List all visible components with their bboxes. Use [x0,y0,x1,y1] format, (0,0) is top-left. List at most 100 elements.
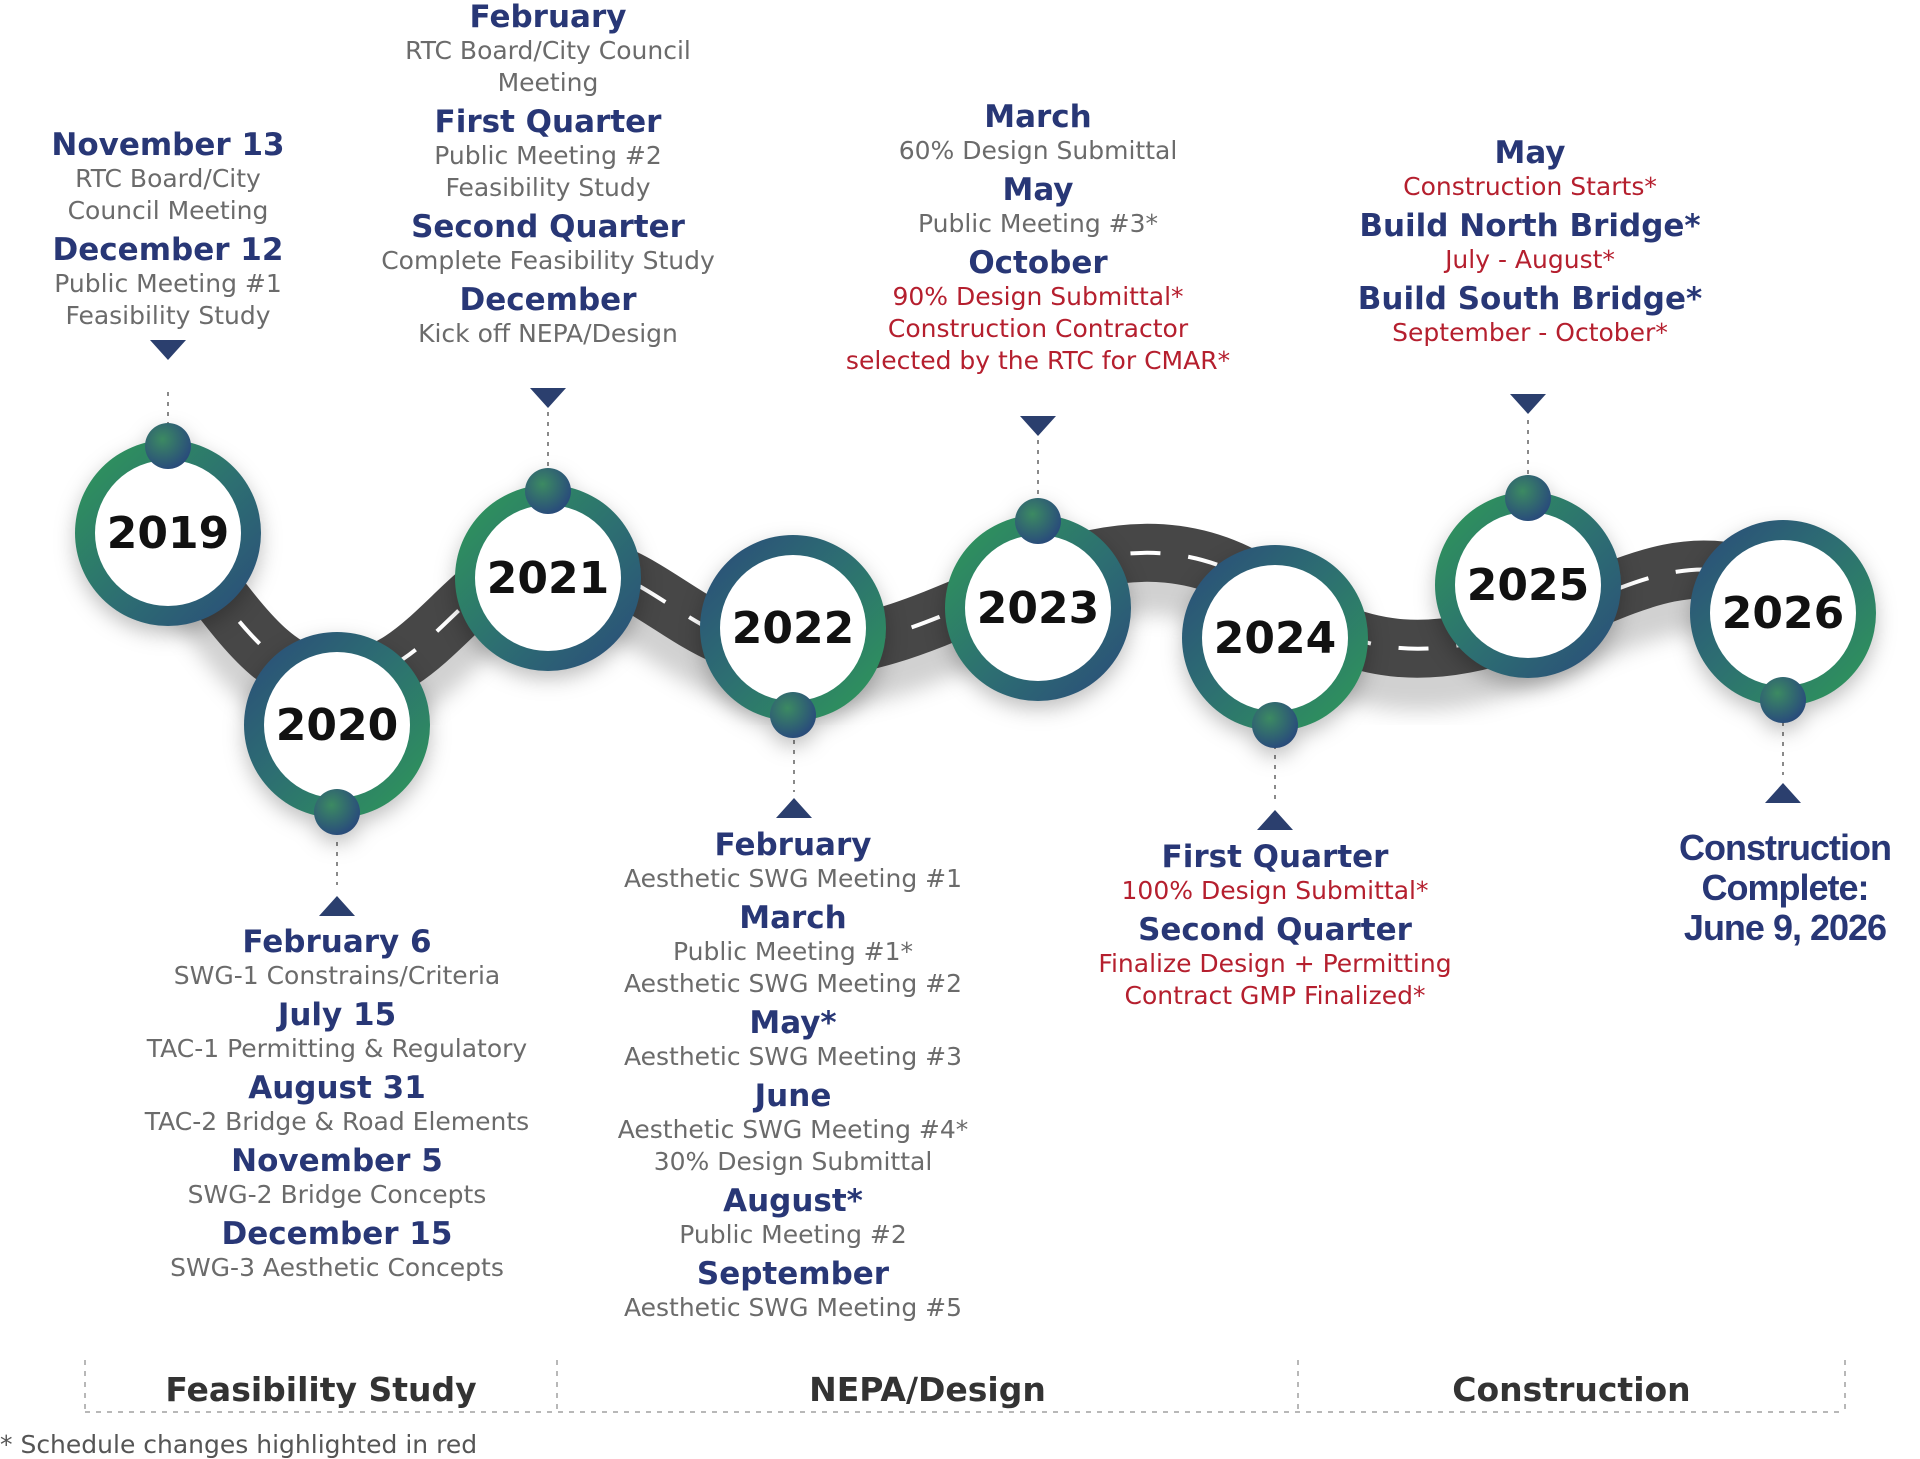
milestone-heading: Build North Bridge* [1359,208,1701,244]
milestone-entry: July 15 TAC-1 Permitting & Regulatory [112,998,562,1065]
milestone-heading: September [696,1256,890,1292]
milestones-2023: March 60% Design Submittal May Public Meeti… [818,100,1258,377]
pointer-triangles [150,340,1801,916]
ring-node [770,692,816,738]
milestone-heading: December [459,282,637,318]
milestone-detail: RTC Board/City [75,164,261,193]
milestone-entry: August* Public Meeting #2 [583,1184,1003,1251]
milestone-detail: Contract GMP Finalized* [1124,981,1426,1010]
milestones-2025: May Construction Starts* Build North Bridg… [1310,136,1750,349]
milestone-detail: July - August* [1445,245,1615,274]
ring-node [1760,677,1806,723]
milestone-heading: October [968,245,1108,281]
year-marker-2026: 2026 [1690,520,1876,723]
year-marker-2019: 2019 [75,423,261,626]
milestone-detail: Aesthetic SWG Meeting #1 [623,864,963,893]
milestone-detail: 60% Design Submittal [898,136,1178,165]
milestone-entry: December Kick off NEPA/Design [338,283,758,350]
milestone-detail: Aesthetic SWG Meeting #4* [617,1115,969,1144]
milestone-detail: Public Meeting #1* [672,937,914,966]
milestone-heading: February 6 [242,924,432,960]
milestone-detail: Aesthetic SWG Meeting #5 [623,1293,963,1322]
milestone-entry: December 15 SWG-3 Aesthetic Concepts [112,1217,562,1284]
milestone-heading: March [984,99,1092,135]
milestone-heading: Second Quarter [411,209,685,245]
milestone-entry: May Construction Starts* [1310,136,1750,203]
ring-node [1252,702,1298,748]
milestone-heading: July 15 [277,997,397,1033]
pointer-2025 [1510,394,1546,414]
milestone-detail: Public Meeting #2 [679,1220,907,1249]
milestone-entry: October 90% Design Submittal* Construction… [818,246,1258,377]
milestone-heading: November 5 [231,1143,443,1179]
milestones-2026: Construction Complete: June 9, 2026 [1660,828,1910,948]
milestone-detail: TAC-2 Bridge & Road Elements [144,1107,530,1136]
milestone-entry: February 6 SWG-1 Constrains/Criteria [112,925,562,992]
milestones-2021: February RTC Board/City Council Meeting Fir… [338,0,758,350]
pointer-2024 [1257,810,1293,830]
completion-line-1: Construction [1679,827,1892,868]
milestone-heading: February [714,827,872,863]
milestone-detail: SWG-3 Aesthetic Concepts [170,1253,504,1282]
pointer-2019 [150,340,186,360]
year-label: 2021 [486,552,610,604]
year-marker-2024: 2024 [1182,545,1368,748]
year-label: 2024 [1213,612,1337,664]
pointer-2022 [776,798,812,818]
milestone-heading: First Quarter [1161,839,1389,875]
milestone-entry: November 13 RTC Board/City Council Meeting [18,128,318,227]
milestone-entry: March Public Meeting #1* Aesthetic SWG Mee… [583,901,1003,1000]
ring-node [145,423,191,469]
milestone-heading: March [739,900,847,936]
milestone-heading: Build South Bridge* [1357,281,1703,317]
milestone-heading: December 15 [221,1216,453,1252]
milestone-entry: June Aesthetic SWG Meeting #4* 30% Design … [583,1079,1003,1178]
milestone-detail: September - October* [1392,318,1668,347]
milestone-heading: August 31 [248,1070,426,1106]
milestones-2020: February 6 SWG-1 Constrains/Criteria July … [112,925,562,1284]
year-label: 2023 [976,582,1100,634]
milestone-detail: Feasibility Study [445,173,651,202]
year-marker-2023: 2023 [945,498,1131,701]
pointer-2020 [319,896,355,916]
milestone-entry: March 60% Design Submittal [818,100,1258,167]
milestone-heading: June [754,1078,832,1114]
milestone-entry: First Quarter 100% Design Submittal* [1070,840,1480,907]
milestone-detail: Aesthetic SWG Meeting #3 [623,1042,963,1071]
milestone-detail: Feasibility Study [65,301,271,330]
milestones-2019: November 13 RTC Board/City Council Meeting… [18,128,318,332]
milestone-entry: February RTC Board/City Council Meeting [338,0,758,99]
milestone-entry: September Aesthetic SWG Meeting #5 [583,1257,1003,1324]
milestone-detail: Kick off NEPA/Design [418,319,678,348]
milestone-heading: May [1494,135,1566,171]
ring-node [525,468,571,514]
year-marker-2025: 2025 [1435,475,1621,678]
milestone-detail: Construction Contractor [887,314,1189,343]
milestone-entry: May* Aesthetic SWG Meeting #3 [583,1006,1003,1073]
milestone-detail: Public Meeting #2 [434,141,662,170]
milestones-2022: February Aesthetic SWG Meeting #1 March Pub… [583,828,1003,1324]
milestone-entry: May Public Meeting #3* [818,173,1258,240]
year-label: 2020 [275,699,399,751]
year-marker-2020: 2020 [244,632,430,835]
milestone-detail: Public Meeting #3* [917,209,1159,238]
pointer-2021 [530,388,566,408]
pointer-2026 [1765,783,1801,803]
year-marker-2021: 2021 [455,468,641,671]
milestone-detail: Finalize Design + Permitting [1098,949,1452,978]
milestone-detail: SWG-1 Constrains/Criteria [173,961,501,990]
milestone-detail: Public Meeting #1 [54,269,282,298]
pointer-2023 [1020,416,1056,436]
ring-node [314,789,360,835]
phase-nepa-design: NEPA/Design [809,1370,1046,1409]
milestone-detail: 30% Design Submittal [653,1147,933,1176]
milestone-entry: First Quarter Public Meeting #2 Feasibilit… [338,105,758,204]
milestone-heading: May* [749,1005,837,1041]
milestone-heading: Second Quarter [1138,912,1412,948]
milestone-entry: August 31 TAC-2 Bridge & Road Elements [112,1071,562,1138]
milestone-heading: November 13 [51,127,285,163]
milestone-entry: February Aesthetic SWG Meeting #1 [583,828,1003,895]
milestone-detail: Construction Starts* [1403,172,1657,201]
